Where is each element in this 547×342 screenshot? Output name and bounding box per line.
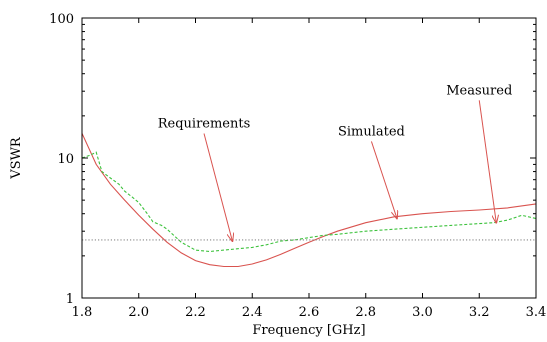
- annotation-arrow: [478, 100, 496, 222]
- y-tick-label: 10: [57, 152, 74, 167]
- x-tick-label: 2.2: [185, 305, 206, 320]
- x-tick-label: 2.4: [242, 305, 263, 320]
- plot-frame: [81, 17, 537, 299]
- annotation-layer: Requirements Simulated Measured: [158, 83, 512, 242]
- annotation-label: Requirements: [158, 117, 251, 132]
- series-layer: [81, 133, 537, 268]
- x-axis-label: Frequency [GHz]: [252, 323, 365, 338]
- x-tick-label: 2.8: [355, 305, 376, 320]
- y-tick-label: 1: [66, 292, 74, 307]
- x-tick-label: 3.4: [526, 305, 547, 320]
- annotation-arrow: [370, 141, 397, 218]
- x-tick-label: 3.0: [412, 305, 433, 320]
- annotation-arrow: [203, 133, 232, 242]
- y-axis-label: VSWR: [9, 136, 24, 180]
- x-tick-label: 2.0: [128, 305, 149, 320]
- annotation-label: Measured: [446, 83, 512, 98]
- x-tick-label: 2.6: [299, 305, 320, 320]
- series-measured-line: [81, 151, 537, 253]
- x-tick-label: 3.2: [469, 305, 490, 320]
- x-tick-label: 1.8: [72, 305, 93, 320]
- ticks-layer: 1.8 2.0 2.2 2.4 2.6 2.8 3.0 3.2 3.4 1 10 100: [49, 12, 546, 320]
- series-simulated-line: [81, 133, 537, 268]
- annotation-label: Simulated: [338, 124, 405, 139]
- y-tick-label: 100: [49, 12, 74, 27]
